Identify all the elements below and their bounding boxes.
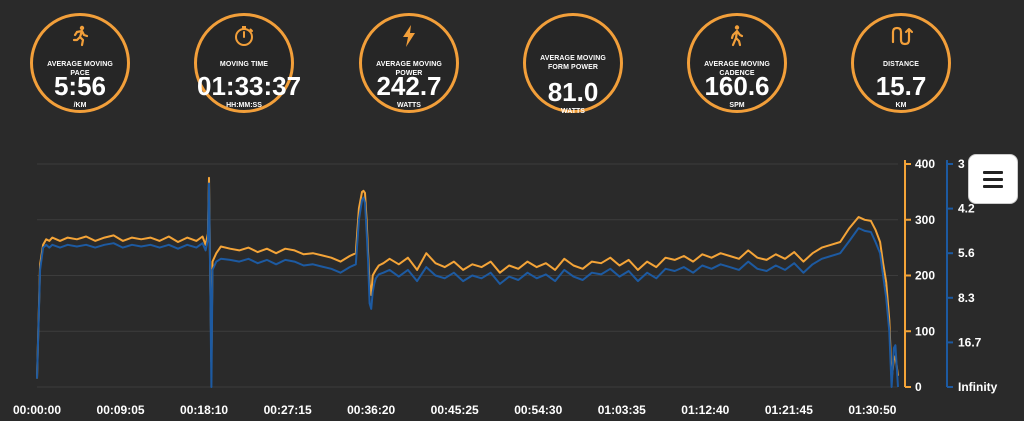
stat-average-moving-pace: AVERAGE MOVING PACE 5:56 /KM [30,13,130,113]
time-axis-tick-label: 00:36:20 [347,403,395,417]
stat-label: AVERAGE MOVING POWER [376,61,442,77]
stat-value: 15.7 [875,71,927,101]
pace-axis-tick-label: 3 [958,157,965,171]
stat-unit: WATTS [397,102,421,109]
stat-unit: /KM [73,102,87,109]
pace-axis-tick-label: 4.2 [958,202,975,216]
stat-unit: HH:MM:SS [226,102,262,109]
time-axis-tick-label: 01:30:50 [848,403,896,417]
time-axis-tick-label: 00:27:15 [264,403,312,417]
stat-value: 160.6 [704,71,770,101]
stat-moving-time: MOVING TIME 01:33:37 HH:MM:SS [194,13,302,113]
time-axis-tick-label: 00:00:00 [13,403,61,417]
stat-value: 5:56 [53,71,107,101]
stat-label: DISTANCE [882,61,920,68]
pace-axis-tick-label: 8.3 [958,291,975,305]
pace-series-line [36,182,899,388]
stat-unit: SPM [729,102,745,109]
time-axis-tick-label: 00:09:05 [97,403,145,417]
stat-value: 01:33:37 [197,71,302,101]
power-axis-tick-label: 200 [915,269,935,283]
stat-unit: WATTS [561,108,585,115]
stats-row: AVERAGE MOVING PACE 5:56 /KM MOVING TIME… [0,0,1024,130]
power-series-line [36,176,899,380]
power-pace-chart: 400 300 200 100 0 3 4.2 5.6 8.3 16.7 Infinity 00:00… [13,157,998,417]
stat-average-moving-cadence: AVERAGE MOVING CADENCE 160.6 SPM [687,13,787,113]
time-axis-tick-label: 00:45:25 [431,403,479,417]
pace-axis-tick-label: 16.7 [958,335,982,349]
route-icon [854,24,948,48]
power-axis-tick-label: 300 [915,213,935,227]
power-axis-tick-label: 400 [915,157,935,171]
time-axis-tick-label: 01:21:45 [765,403,813,417]
stat-label: AVERAGE MOVING CADENCE [704,61,770,77]
chart-menu-button[interactable] [968,154,1018,204]
running-person-icon [33,24,127,48]
stat-label: AVERAGE MOVING FORM POWER [540,55,606,71]
stat-average-moving-power: AVERAGE MOVING POWER 242.7 WATTS [359,13,459,113]
hamburger-icon-bar [983,184,1003,188]
time-axis-tick-label: 01:12:40 [681,403,729,417]
stat-label: AVERAGE MOVING PACE [47,61,113,77]
pace-axis-tick-label: Infinity [958,380,998,394]
walking-person-icon [690,24,784,48]
time-axis-tick-label: 00:18:10 [180,403,228,417]
stat-average-moving-form-power: AVERAGE MOVING FORM POWER 81.0 WATTS [523,13,623,115]
time-axis-tick-label: 01:03:35 [598,403,646,417]
stat-label: MOVING TIME [219,61,269,68]
stat-distance: DISTANCE 15.7 KM [851,13,951,113]
hamburger-icon-bar [983,177,1003,181]
time-axis-tick-label: 00:54:30 [514,403,562,417]
stat-unit: KM [895,102,907,109]
stat-value: 242.7 [376,71,442,101]
pace-axis-tick-label: 5.6 [958,246,975,260]
power-axis-tick-label: 0 [915,380,922,394]
stopwatch-icon [197,24,291,48]
power-axis-tick-label: 100 [915,324,935,338]
hamburger-icon-bar [983,170,1003,174]
lightning-bolt-icon [362,24,456,48]
stat-value: 81.0 [547,77,599,107]
